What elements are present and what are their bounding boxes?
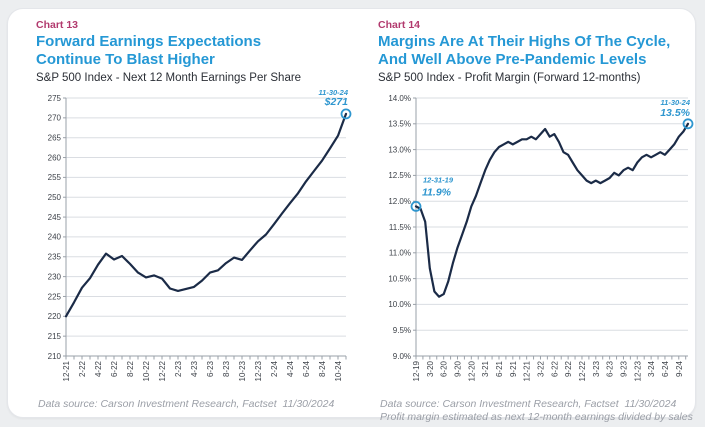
x-tick-label: 9-24 [675, 360, 684, 377]
annotation-value: 13.5% [660, 107, 690, 119]
x-tick-label: 4-23 [190, 360, 199, 377]
annotation-date: 11-30-24 [319, 88, 349, 97]
x-tick-label: 3-20 [426, 360, 435, 377]
chart-14-title: Margins Are At Their Highs Of The Cycle,… [378, 33, 696, 69]
y-tick-label: 225 [48, 292, 62, 301]
chart-13-title: Forward Earnings Expectations Continue To… [36, 33, 354, 69]
x-tick-label: 6-24 [302, 360, 311, 377]
chart-14-label: Chart 14 [378, 19, 421, 31]
y-tick-label: 220 [48, 312, 62, 321]
x-tick-label: 4-22 [94, 360, 103, 377]
y-tick-label: 10.0% [388, 300, 411, 309]
annotation-value: $271 [324, 96, 349, 108]
charts-card: Chart 13 Forward Earnings Expectations Co… [7, 8, 696, 423]
x-tick-label: 8-22 [126, 360, 135, 377]
chart-13-label: Chart 13 [36, 19, 79, 31]
chart-13-title-line-2: Continue To Blast Higher [36, 51, 215, 68]
x-tick-label: 4-24 [286, 360, 295, 377]
x-tick-label: 2-24 [270, 360, 279, 377]
chart-14-title-line-2: And Well Above Pre-Pandemic Levels [378, 51, 647, 68]
x-tick-label: 2-22 [78, 360, 87, 377]
annotation-date: 11-30-24 [661, 98, 691, 107]
x-tick-label: 10-24 [334, 360, 343, 381]
chart-13-panel: Chart 13 Forward Earnings Expectations Co… [30, 17, 354, 417]
x-tick-label: 12-22 [158, 360, 167, 381]
x-tick-label: 6-21 [495, 360, 504, 377]
x-tick-label: 3-24 [647, 360, 656, 377]
x-tick-label: 3-23 [592, 360, 601, 377]
y-tick-label: 12.0% [388, 197, 411, 206]
x-tick-label: 8-23 [222, 360, 231, 377]
y-tick-label: 230 [48, 272, 62, 281]
x-tick-label: 9-21 [509, 360, 518, 377]
y-tick-label: 245 [48, 213, 62, 222]
y-tick-label: 275 [48, 94, 62, 103]
series-line [414, 122, 690, 298]
y-tick-label: 260 [48, 153, 62, 162]
y-tick-label: 9.0% [393, 352, 411, 361]
x-tick-label: 6-22 [110, 360, 119, 377]
y-tick-label: 270 [48, 114, 62, 123]
x-tick-label: 8-24 [318, 360, 327, 377]
x-tick-label: 6-22 [550, 360, 559, 377]
y-tick-label: 11.0% [389, 249, 411, 258]
x-tick-label: 10-22 [142, 360, 151, 381]
y-tick-label: 11.5% [389, 223, 411, 232]
profit-margin-line-chart: 9.0% 9.5% 10.0% 10.5% 11.0% 11.5% 12.0% 12.5% 13… [388, 94, 694, 381]
chart-13-subtitle: S&P 500 Index - Next 12 Month Earnings P… [36, 72, 302, 84]
annotation-ring [682, 118, 694, 130]
annotation-value: 11.9% [422, 186, 452, 198]
x-tick-label: 9-22 [564, 360, 573, 377]
series-line [64, 112, 348, 318]
y-tick-label: 235 [48, 253, 62, 262]
y-tick-label: 265 [48, 133, 62, 142]
y-tick-label: 14.0% [388, 94, 411, 103]
x-tick-label: 12-20 [467, 360, 476, 381]
x-tick-label: 2-23 [174, 360, 183, 377]
y-tick-label: 9.5% [393, 326, 411, 335]
chart-14-title-line-1: Margins Are At Their Highs Of The Cycle, [378, 33, 671, 50]
annotation-ring [340, 108, 352, 120]
x-tick-label: 3-22 [537, 360, 546, 377]
x-tick-label: 6-23 [606, 360, 615, 377]
x-tick-label: 6-20 [440, 360, 449, 377]
x-tick-label: 9-23 [620, 360, 629, 377]
x-tick-label: 12-22 [578, 360, 587, 381]
x-tick-label: 12-21 [523, 360, 532, 381]
earnings-line-chart: 210 215 220 225 230 235 240 245 250 255 260 265 270 2… [48, 88, 352, 381]
y-tick-label: 240 [48, 233, 62, 242]
x-tick-label: 9-20 [454, 360, 463, 377]
x-tick-label: 12-23 [633, 360, 642, 381]
x-tick-label: 12-23 [254, 360, 263, 381]
annotation-ring [410, 201, 422, 212]
y-tick-label: 210 [48, 352, 62, 361]
annotation-date: 12-31-19 [423, 175, 454, 184]
y-tick-label: 13.5% [388, 120, 411, 129]
y-tick-label: 255 [48, 173, 62, 182]
x-tick-label: 6-23 [206, 360, 215, 377]
chart-14-data-source-note: Profit margin estimated as next 12-month… [380, 411, 693, 423]
chart-14-panel: Chart 14 Margins Are At Their Highs Of T… [372, 17, 696, 423]
y-tick-label: 250 [48, 193, 62, 202]
chart-13-title-line-1: Forward Earnings Expectations [36, 33, 262, 50]
y-tick-label: 12.5% [388, 171, 411, 180]
y-tick-label: 215 [48, 332, 62, 341]
chart-14-data-source: Data source: Carson Investment Research,… [380, 398, 677, 410]
y-tick-label: 13.0% [388, 145, 411, 154]
x-tick-label: 12-21 [62, 360, 71, 381]
chart-14-subtitle: S&P 500 Index - Profit Margin (Forward 1… [378, 72, 641, 84]
y-tick-label: 10.5% [388, 274, 411, 283]
chart-13-data-source: Data source: Carson Investment Research,… [38, 398, 335, 410]
x-tick-label: 10-23 [238, 360, 247, 381]
x-tick-label: 12-19 [412, 360, 421, 381]
x-tick-label: 6-24 [661, 360, 670, 377]
x-tick-label: 3-21 [481, 360, 490, 377]
